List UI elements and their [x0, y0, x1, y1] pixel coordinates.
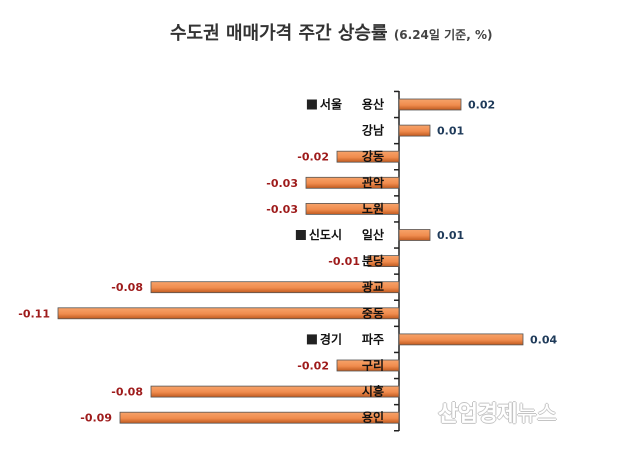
watermark-suffix: 뉴스: [516, 402, 557, 427]
group-label: 서울: [320, 97, 342, 112]
value-label: 0.02: [468, 99, 495, 112]
bar-광교: [150, 281, 400, 294]
category-label: 광교: [362, 279, 384, 294]
category-label: 중동: [362, 306, 384, 320]
group-label: 신도시: [309, 227, 342, 242]
value-label: -0.02: [297, 151, 329, 164]
value-label: -0.08: [111, 281, 143, 294]
value-label: -0.11: [18, 307, 50, 320]
publisher-watermark: 산업경제뉴스: [438, 396, 557, 428]
value-label: -0.02: [297, 360, 329, 373]
category-label: 파주: [362, 331, 384, 346]
value-label: 0.01: [437, 229, 464, 242]
category-label: 관악: [362, 175, 384, 190]
chart-title: 수도권 매매가격 주간 상승률 (6.24일 기준, %): [170, 19, 492, 45]
bar-노원: [305, 202, 400, 215]
bar-용인: [119, 411, 400, 424]
value-label: -0.01: [328, 255, 360, 268]
bar-강동: [336, 150, 400, 163]
category-label: 노원: [362, 202, 384, 216]
bar-용산: [398, 98, 462, 111]
category-label: 분당: [362, 253, 384, 268]
value-label: -0.03: [266, 177, 298, 190]
group-square-icon: [306, 99, 317, 110]
group-label: 경기: [320, 331, 342, 346]
category-label: 구리: [362, 358, 384, 373]
watermark-prefix: 산업경제: [438, 402, 517, 427]
bar-중동: [57, 307, 400, 320]
value-label: -0.03: [266, 203, 298, 216]
category-label: 시흥: [362, 384, 384, 399]
value-label: -0.08: [111, 386, 143, 399]
category-label: 강남: [362, 123, 384, 138]
bar-관악: [305, 176, 400, 189]
bar-파주: [398, 333, 524, 346]
bar-일산: [398, 229, 431, 241]
chart-title-note: (6.24일 기준, %): [393, 28, 493, 42]
category-label: 용인: [362, 410, 384, 425]
bar-분당: [367, 255, 400, 268]
bar-구리: [336, 359, 400, 372]
value-label: 0.04: [530, 333, 557, 346]
group-square-icon: [295, 230, 306, 240]
category-label: 일산: [362, 227, 384, 242]
category-label: 용산: [362, 97, 384, 112]
chart-title-main: 수도권 매매가격 주간 상승률: [170, 23, 388, 44]
category-label: 강동: [362, 150, 384, 164]
bar-시흥: [150, 385, 400, 398]
bar-강남: [398, 124, 431, 137]
group-square-icon: [306, 334, 317, 345]
value-label: -0.09: [80, 412, 112, 425]
value-label: 0.01: [437, 125, 464, 138]
